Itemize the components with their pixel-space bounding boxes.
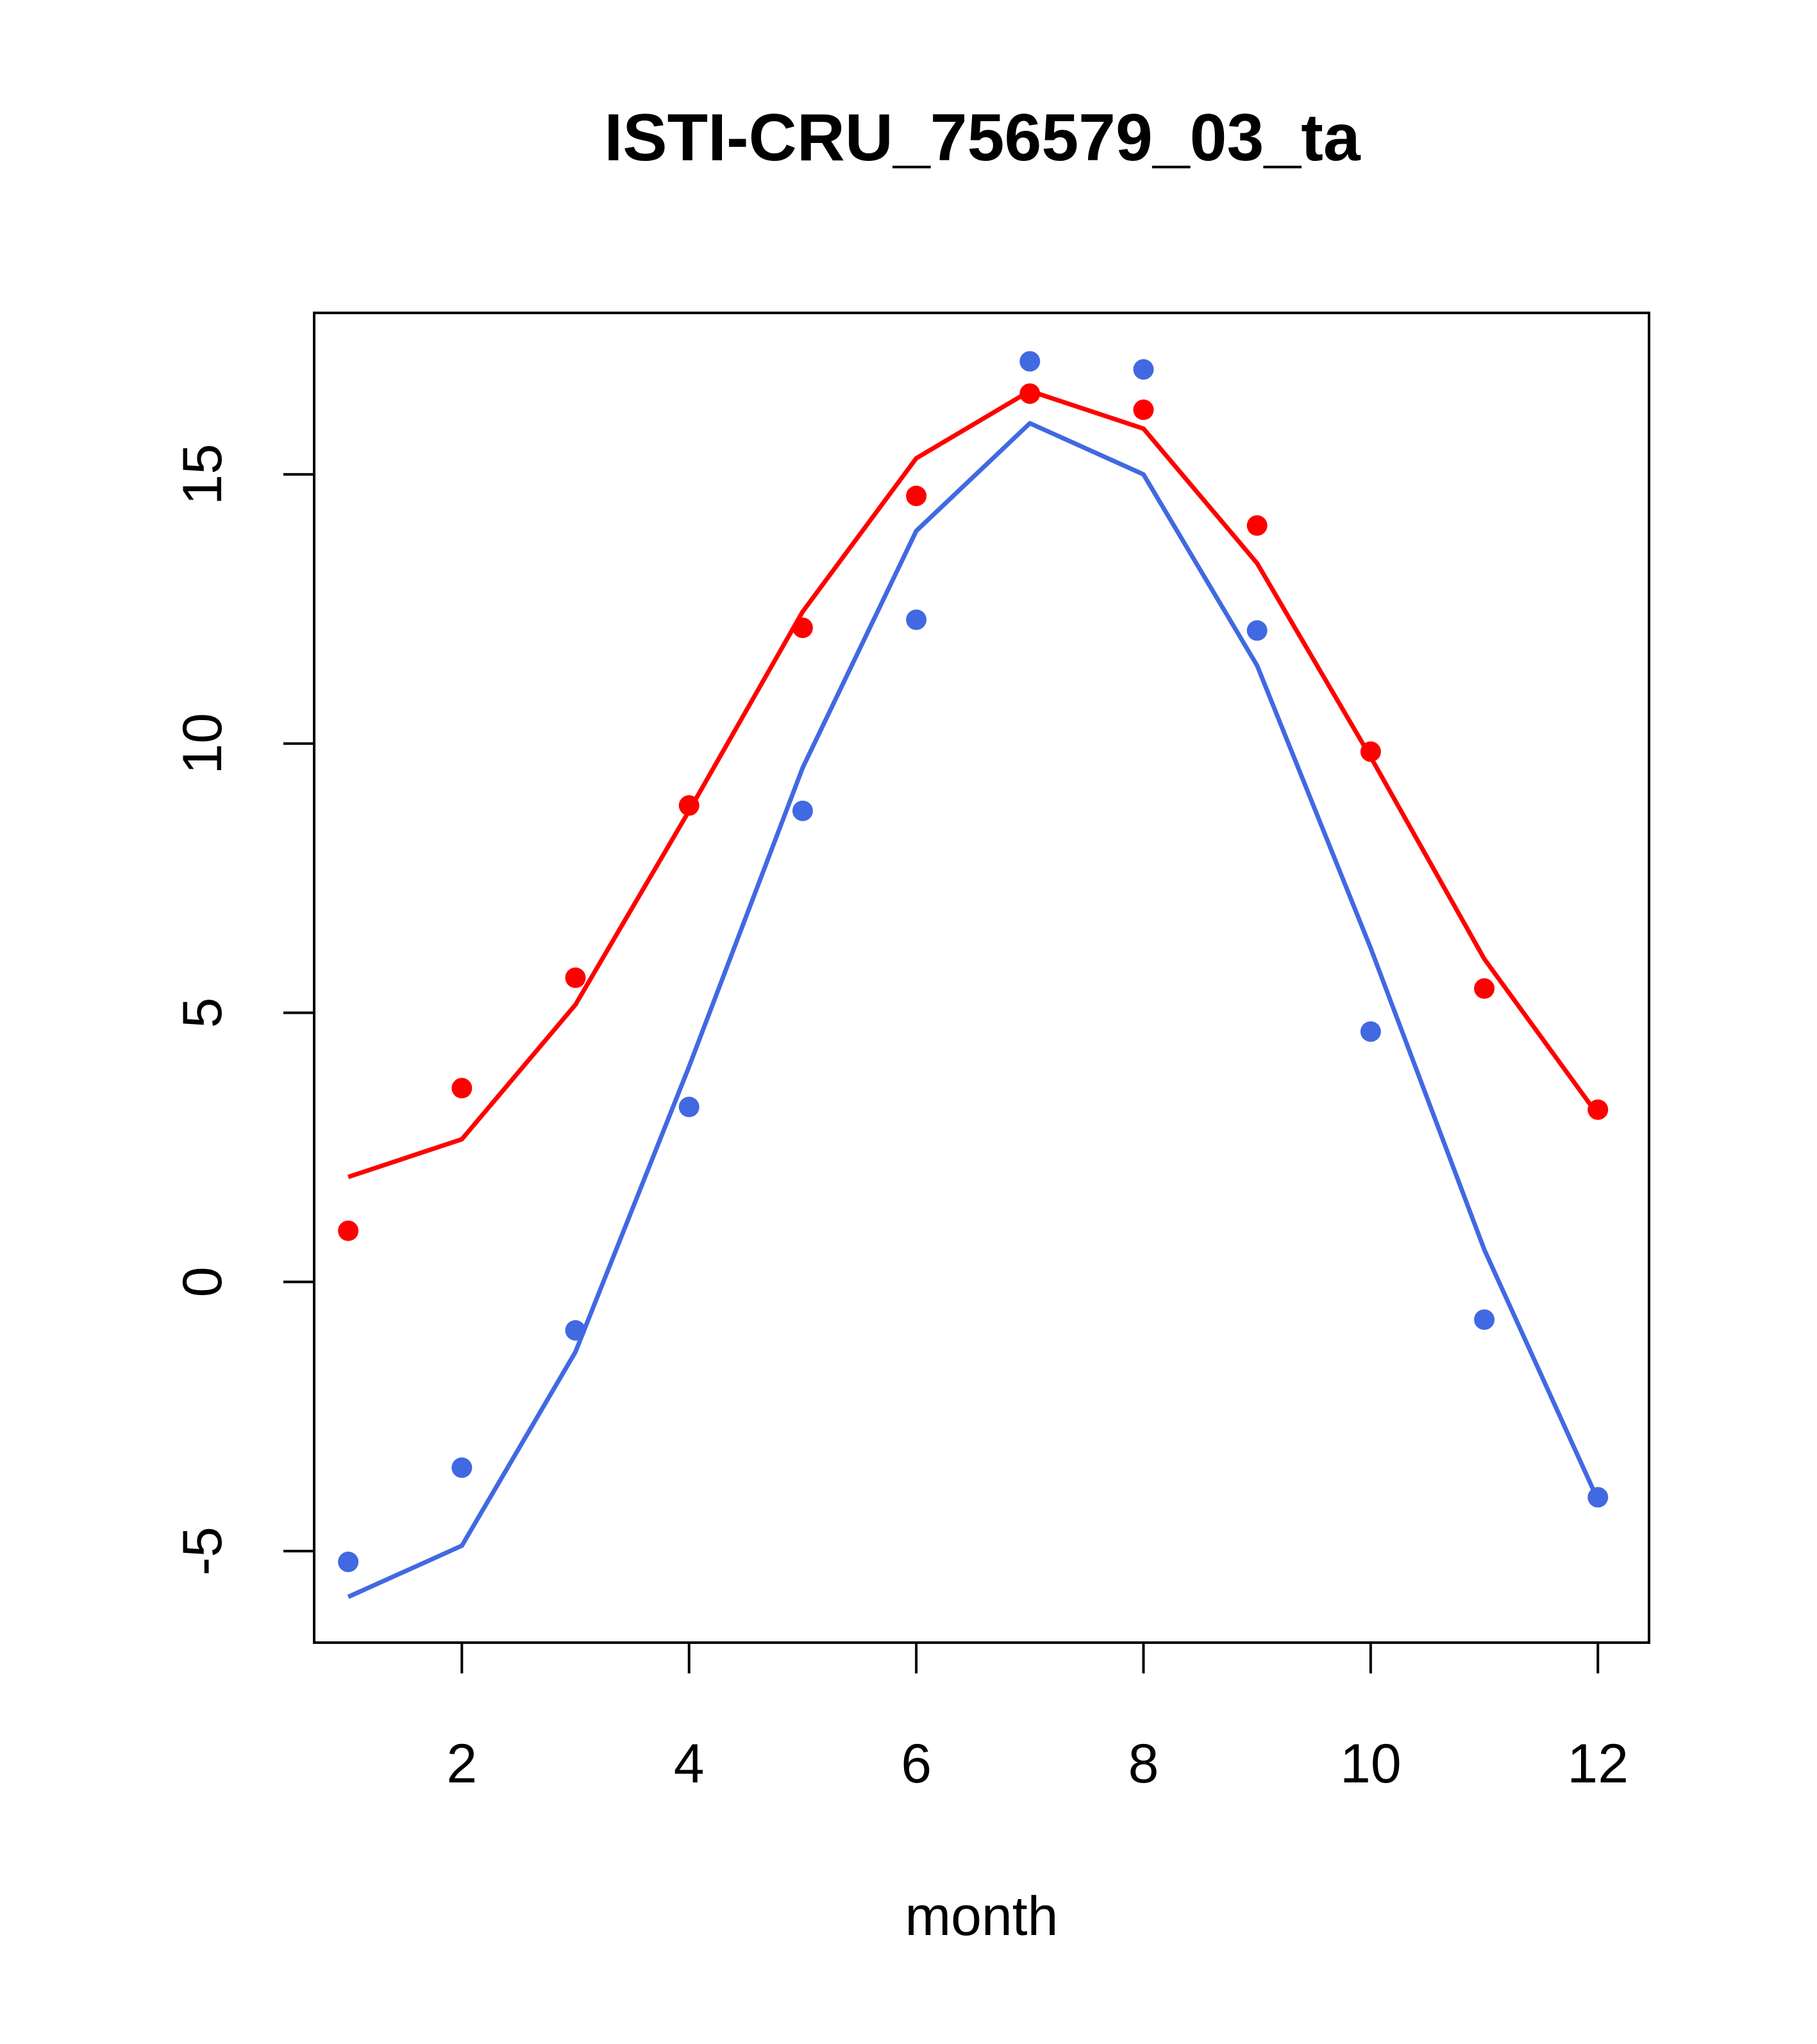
series-1-point	[451, 1457, 473, 1479]
x-axis-label: month	[905, 1886, 1058, 1947]
series-0-line	[347, 389, 1600, 1180]
y-axis: -5 0 5 10 15	[172, 444, 315, 1575]
series-0-point	[906, 485, 927, 507]
y-tick-label: 15	[172, 444, 233, 505]
chart-title: ISTI-CRU_756579_03_ta	[604, 101, 1361, 175]
y-tick-label: -5	[172, 1527, 233, 1575]
series-1-line	[347, 421, 1600, 1599]
series-0-point	[1474, 978, 1495, 999]
series-1-point	[1474, 1309, 1495, 1330]
series-1-point	[1133, 359, 1154, 380]
series-0-point	[1133, 399, 1154, 421]
series-1-point	[906, 609, 927, 630]
x-tick-label: 2	[446, 1733, 477, 1795]
series-0-point	[338, 1220, 359, 1241]
x-axis: 2 4 6 8 10 12	[446, 1641, 1629, 1795]
x-tick-label: 10	[1340, 1733, 1402, 1795]
series-1-point	[1019, 351, 1041, 372]
series-0-point	[1019, 383, 1041, 404]
series-1-point	[1587, 1487, 1609, 1508]
series-0-point	[451, 1078, 473, 1099]
series-1-point	[338, 1552, 359, 1573]
y-tick-label: 0	[172, 1266, 233, 1297]
series-0-point	[1360, 741, 1381, 762]
y-tick-label: 10	[172, 713, 233, 775]
series-1-point	[565, 1319, 586, 1341]
series-1-point	[1246, 620, 1268, 641]
y-tick-label: 5	[172, 998, 233, 1028]
x-tick-label: 8	[1128, 1733, 1159, 1795]
series-0-point	[678, 795, 699, 816]
series-1-point	[1360, 1021, 1381, 1042]
series-0-point	[1246, 515, 1268, 536]
series-0-point	[565, 968, 586, 988]
plot-frame	[313, 312, 1650, 1644]
series-0-point	[1587, 1099, 1609, 1120]
x-tick-label: 6	[901, 1733, 932, 1795]
series-0-point	[792, 617, 813, 639]
x-tick-label: 4	[674, 1733, 705, 1795]
series-1-point	[792, 800, 813, 821]
series-layer	[338, 351, 1609, 1599]
series-1-point	[678, 1096, 699, 1118]
x-tick-label: 12	[1567, 1733, 1629, 1795]
